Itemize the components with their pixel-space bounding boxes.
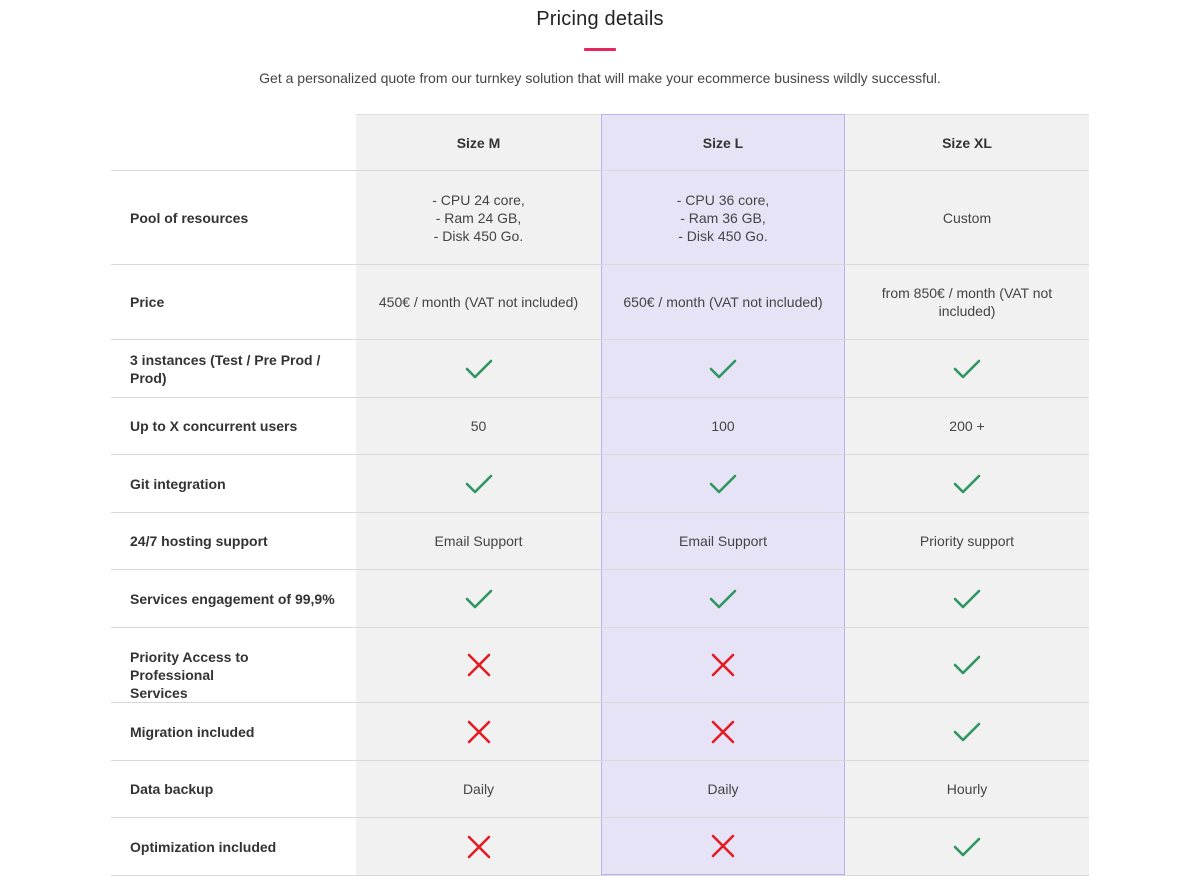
cell-size-m bbox=[356, 628, 601, 702]
cell-size-l: 100 bbox=[601, 398, 845, 454]
check-icon bbox=[953, 474, 981, 493]
row-label: 3 instances (Test / Pre Prod / Prod) bbox=[111, 340, 356, 397]
title-underline bbox=[584, 48, 616, 51]
cell-value: - CPU 24 core, - Ram 24 GB, - Disk 450 G… bbox=[432, 191, 525, 244]
cross-icon bbox=[467, 835, 490, 858]
cell-value: from 850€ / month (VAT not included) bbox=[881, 285, 1053, 319]
cell-value: 200 + bbox=[949, 418, 985, 434]
table-row: Migration included bbox=[111, 702, 1089, 760]
cell-size-l bbox=[601, 703, 845, 760]
table-header-row: Size M Size L Size XL bbox=[111, 114, 1089, 170]
cell-value: Custom bbox=[942, 209, 992, 226]
cell-size-m bbox=[356, 818, 601, 875]
table-body: Pool of resources - CPU 24 core, - Ram 24… bbox=[111, 170, 1089, 876]
table-row: Price 450€ / month (VAT not included) 650€… bbox=[111, 264, 1089, 339]
page-title: Pricing details bbox=[536, 8, 664, 30]
check-icon bbox=[953, 359, 981, 378]
cell-value: Daily bbox=[462, 781, 495, 797]
table-row: Up to X concurrent users 50 100 200 + bbox=[111, 397, 1089, 454]
table-row: 24/7 hosting support Email Support Email S… bbox=[111, 512, 1089, 569]
row-label: Pool of resources bbox=[111, 171, 356, 264]
cell-size-m: Email Support bbox=[356, 513, 601, 569]
cell-size-l bbox=[601, 340, 845, 397]
row-label: Up to X concurrent users bbox=[111, 398, 356, 454]
table-row: 3 instances (Test / Pre Prod / Prod) bbox=[111, 339, 1089, 397]
table-row: Optimization included bbox=[111, 817, 1089, 876]
cell-size-l bbox=[601, 570, 845, 627]
cell-value: Daily bbox=[707, 781, 739, 797]
cell-size-xl: Custom bbox=[845, 171, 1089, 264]
row-label: Migration included bbox=[111, 703, 356, 760]
cell-size-xl bbox=[845, 570, 1089, 627]
row-label: 24/7 hosting support bbox=[111, 513, 356, 569]
check-icon bbox=[709, 474, 737, 493]
cross-icon bbox=[711, 653, 735, 677]
cross-icon bbox=[711, 834, 735, 858]
table-row: Pool of resources - CPU 24 core, - Ram 24… bbox=[111, 170, 1089, 264]
cell-size-l: Daily bbox=[601, 761, 845, 817]
cell-value: Priority support bbox=[919, 533, 1015, 549]
plan-header-size-l: Size L bbox=[601, 114, 845, 170]
check-icon bbox=[465, 589, 492, 608]
cell-value: 100 bbox=[711, 418, 735, 434]
cell-value: 450€ / month (VAT not included) bbox=[378, 294, 579, 310]
cell-size-l: 650€ / month (VAT not included) bbox=[601, 265, 845, 339]
cell-size-m: 450€ / month (VAT not included) bbox=[356, 265, 601, 339]
row-label: Services engagement of 99,9% bbox=[111, 570, 356, 627]
cell-value: 650€ / month (VAT not included) bbox=[623, 294, 823, 310]
row-label: Priority Access to Professional Services bbox=[111, 628, 356, 702]
cell-size-l: - CPU 36 core, - Ram 36 GB, - Disk 450 G… bbox=[601, 171, 845, 264]
header-empty-cell bbox=[111, 114, 356, 170]
cell-size-xl: 200 + bbox=[845, 398, 1089, 454]
check-icon bbox=[709, 589, 737, 608]
cell-value: Email Support bbox=[679, 533, 767, 549]
table-row: Priority Access to Professional Services bbox=[111, 627, 1089, 702]
check-icon bbox=[465, 474, 492, 493]
page-subtitle: Get a personalized quote from our turnke… bbox=[259, 70, 941, 86]
cross-icon bbox=[467, 653, 490, 677]
cell-size-l bbox=[601, 818, 845, 875]
cell-size-xl bbox=[845, 628, 1089, 702]
row-label: Data backup bbox=[111, 761, 356, 817]
cross-icon bbox=[711, 720, 735, 743]
plan-header-size-m: Size M bbox=[356, 114, 601, 170]
cell-size-xl bbox=[845, 340, 1089, 397]
table-row: Services engagement of 99,9% bbox=[111, 569, 1089, 627]
check-icon bbox=[709, 359, 737, 378]
row-label: Price bbox=[111, 265, 356, 339]
cell-size-m bbox=[356, 455, 601, 512]
cell-size-l bbox=[601, 455, 845, 512]
cell-size-m: Daily bbox=[356, 761, 601, 817]
cell-size-m: - CPU 24 core, - Ram 24 GB, - Disk 450 G… bbox=[356, 171, 601, 264]
cell-size-xl bbox=[845, 703, 1089, 760]
cell-size-m bbox=[356, 570, 601, 627]
cell-size-m bbox=[356, 703, 601, 760]
cell-value: Hourly bbox=[946, 781, 988, 797]
check-icon bbox=[953, 655, 981, 675]
check-icon bbox=[465, 359, 492, 378]
pricing-table: Size M Size L Size XL Pool of resources -… bbox=[111, 114, 1089, 876]
check-icon bbox=[953, 837, 981, 856]
cell-value: - CPU 36 core, - Ram 36 GB, - Disk 450 G… bbox=[676, 191, 770, 244]
plan-header-size-xl: Size XL bbox=[845, 114, 1089, 170]
cell-size-xl: from 850€ / month (VAT not included) bbox=[845, 265, 1089, 339]
row-label: Optimization included bbox=[111, 818, 356, 875]
check-icon bbox=[953, 722, 981, 741]
cross-icon bbox=[467, 720, 490, 743]
table-row: Data backup Daily Daily Hourly bbox=[111, 760, 1089, 817]
cell-value: 50 bbox=[470, 418, 487, 434]
cell-value: Email Support bbox=[434, 533, 523, 549]
cell-size-xl bbox=[845, 818, 1089, 875]
cell-size-xl: Priority support bbox=[845, 513, 1089, 569]
cell-size-xl bbox=[845, 455, 1089, 512]
cell-size-xl: Hourly bbox=[845, 761, 1089, 817]
cell-size-m bbox=[356, 340, 601, 397]
row-label: Git integration bbox=[111, 455, 356, 512]
cell-size-l bbox=[601, 628, 845, 702]
table-row: Git integration bbox=[111, 454, 1089, 512]
cell-size-m: 50 bbox=[356, 398, 601, 454]
cell-size-l: Email Support bbox=[601, 513, 845, 569]
check-icon bbox=[953, 589, 981, 608]
